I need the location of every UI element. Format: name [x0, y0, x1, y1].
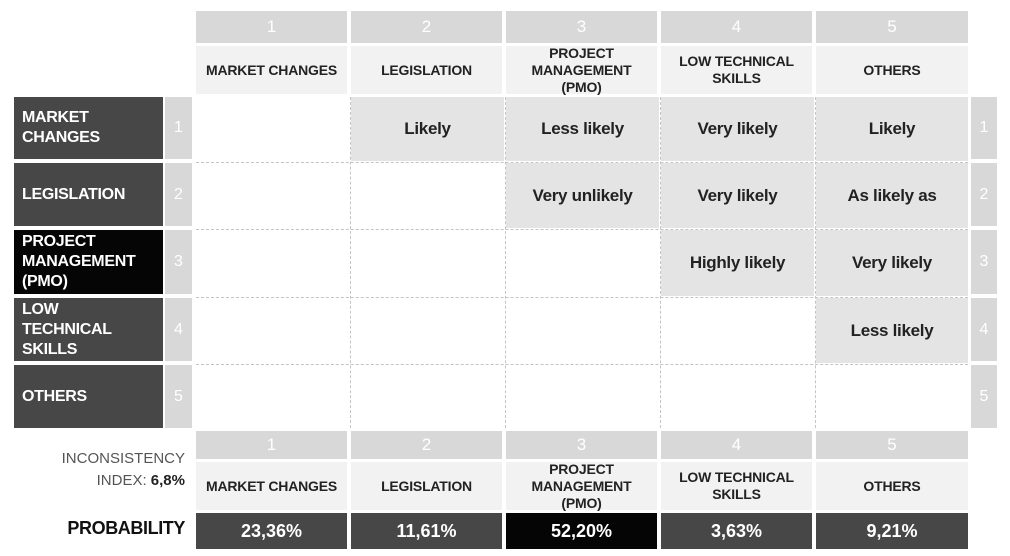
grid-divider [505, 97, 506, 428]
probability-value-2: 11,61% [351, 513, 502, 549]
matrix-cell-3-2 [351, 230, 504, 296]
grid-divider [660, 97, 661, 428]
bottom-col-header-2: LEGISLATION [351, 462, 502, 510]
inconsistency-index-row: INDEX: 6,8% [40, 470, 185, 492]
grid-divider [196, 297, 968, 298]
probability-value-5: 9,21% [816, 513, 968, 549]
matrix-cell-2-1 [196, 163, 349, 228]
matrix-cell-5-2 [351, 365, 504, 428]
row-number-right-4: 4 [971, 298, 997, 361]
row-header-3: PROJECT MANAGEMENT (PMO) [14, 230, 163, 294]
matrix-cell-1-4: Very likely [661, 97, 814, 161]
col-header-5: OTHERS [816, 46, 968, 94]
row-number-left-5: 5 [165, 365, 192, 428]
matrix-cell-4-2 [351, 298, 504, 363]
matrix-cell-2-5: As likely as [816, 163, 968, 228]
row-number-left-3: 3 [165, 230, 192, 294]
matrix-cell-1-2: Likely [351, 97, 504, 161]
probability-label: PROBABILITY [67, 518, 185, 538]
row-header-5: OTHERS [14, 365, 163, 428]
bottom-col-number-5: 5 [816, 431, 968, 459]
bottom-col-number-4: 4 [661, 431, 812, 459]
col-number-5: 5 [816, 11, 968, 43]
matrix-cell-2-4: Very likely [661, 163, 814, 228]
probability-value-3: 52,20% [506, 513, 657, 549]
row-number-left-1: 1 [165, 97, 192, 159]
grid-divider [196, 162, 968, 163]
bottom-col-number-1: 1 [196, 431, 347, 459]
col-header-4: LOW TECHNICAL SKILLS [661, 46, 812, 94]
row-number-right-5: 5 [971, 365, 997, 428]
col-header-1: MARKET CHANGES [196, 46, 347, 94]
matrix-cell-4-4 [661, 298, 814, 363]
bottom-number-bar: 1 2 3 4 5 [196, 431, 968, 459]
matrix-cell-5-1 [196, 365, 349, 428]
row-header-4: LOW TECHNICAL SKILLS [14, 298, 163, 361]
row-number-left-4: 4 [165, 298, 192, 361]
row-number-right-2: 2 [971, 163, 997, 226]
col-number-3: 3 [506, 11, 657, 43]
bottom-col-number-3: 3 [506, 431, 657, 459]
matrix-cell-3-4: Highly likely [661, 230, 814, 296]
bottom-col-header-4: LOW TECHNICAL SKILLS [661, 462, 812, 510]
inconsistency-index-value: 6,8% [150, 472, 185, 489]
row-header-2: LEGISLATION [14, 163, 163, 226]
row-number-right-3: 3 [971, 230, 997, 294]
grid-divider [350, 97, 351, 428]
row-number-left-2: 2 [165, 163, 192, 226]
matrix-cell-5-3 [506, 365, 659, 428]
bottom-col-header-3: PROJECT MANAGEMENT (PMO) [506, 461, 657, 511]
matrix-cell-5-5 [816, 365, 968, 428]
row-number-right-1: 1 [971, 97, 997, 159]
matrix-cell-3-1 [196, 230, 349, 296]
probability-value-4: 3,63% [661, 513, 812, 549]
matrix-cell-1-3: Less likely [506, 97, 659, 161]
bottom-col-header-1: MARKET CHANGES [196, 462, 347, 510]
matrix-cell-4-3 [506, 298, 659, 363]
inconsistency-index-label: INDEX: [96, 472, 147, 489]
col-header-3: PROJECT MANAGEMENT (PMO) [506, 45, 657, 95]
matrix-cell-5-4 [661, 365, 814, 428]
matrix-cell-1-5: Likely [816, 97, 968, 161]
probability-value-1: 23,36% [196, 513, 347, 549]
grid-divider [815, 97, 816, 428]
inconsistency-index: INCONSISTENCY INDEX: 6,8% [40, 448, 185, 492]
col-number-1: 1 [196, 11, 347, 43]
matrix-cell-3-5: Very likely [816, 230, 968, 296]
matrix-cell-1-1 [196, 97, 349, 161]
col-header-2: LEGISLATION [351, 46, 502, 94]
matrix-cell-4-1 [196, 298, 349, 363]
col-number-2: 2 [351, 11, 502, 43]
matrix-cell-2-2 [351, 163, 504, 228]
matrix-cell-2-3: Very unlikely [506, 163, 659, 228]
matrix-cell-3-3 [506, 230, 659, 296]
bottom-col-number-2: 2 [351, 431, 502, 459]
col-number-4: 4 [661, 11, 812, 43]
top-number-bar: 1 2 3 4 5 [196, 11, 968, 43]
row-header-1: MARKET CHANGES [14, 97, 163, 159]
grid-divider [196, 229, 968, 230]
bottom-col-header-5: OTHERS [816, 462, 968, 510]
grid-divider [196, 364, 968, 365]
inconsistency-label: INCONSISTENCY [61, 450, 185, 467]
matrix-cell-4-5: Less likely [816, 298, 968, 363]
matrix-grid: Likely Less likely Very likely Likely Ve… [196, 97, 968, 428]
